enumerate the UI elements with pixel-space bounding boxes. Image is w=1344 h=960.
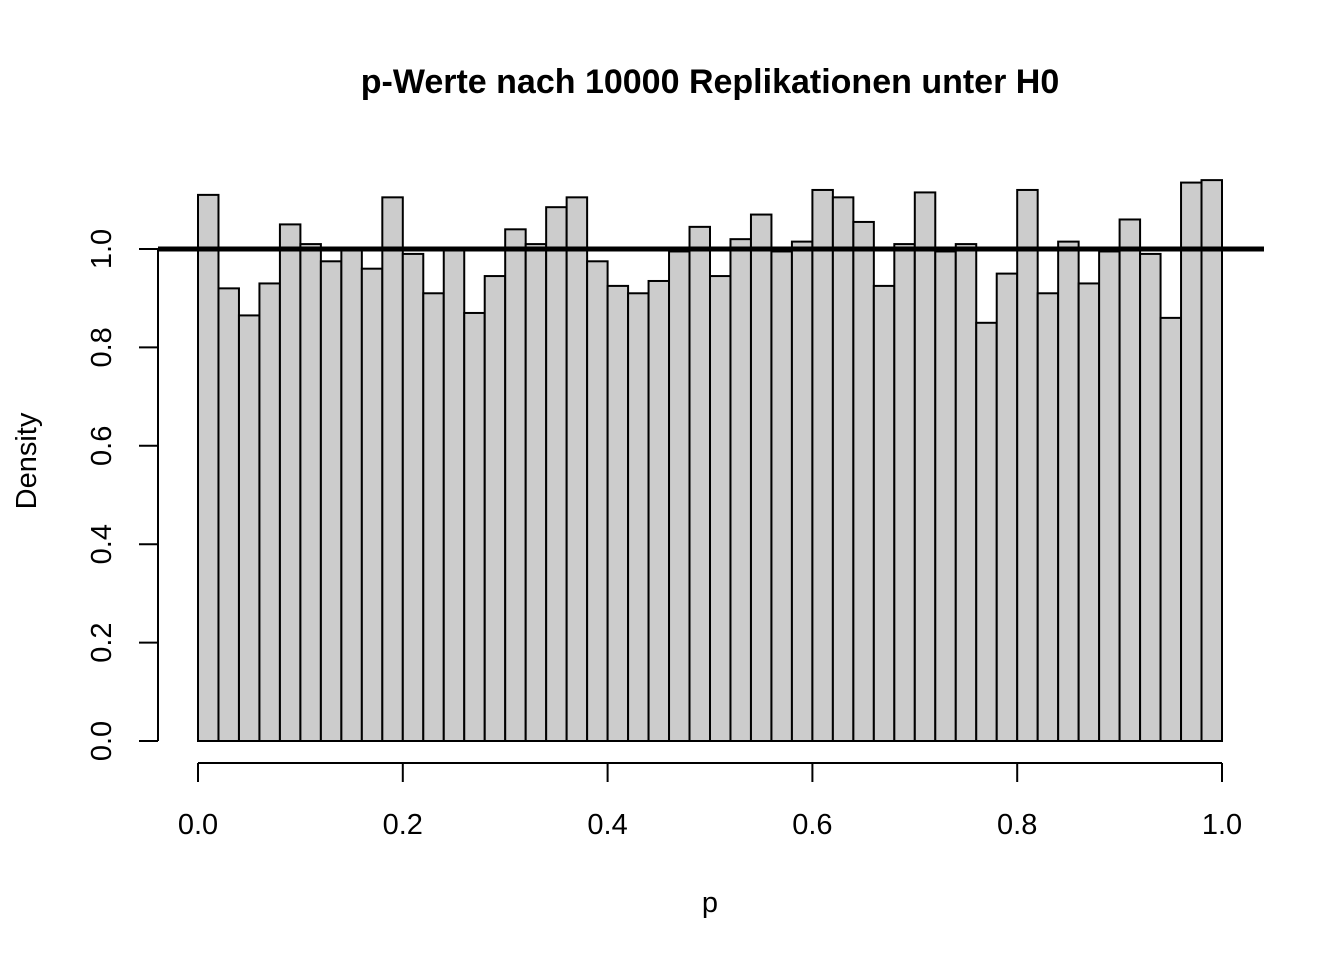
histogram-bar	[668, 250, 691, 743]
histogram-bar	[545, 206, 568, 742]
histogram-bar	[1200, 179, 1224, 742]
y-axis: 0.0 0.2 0.4 0.6 0.8 1.0	[86, 229, 159, 761]
histogram-bar	[749, 213, 773, 742]
histogram-bar	[360, 267, 384, 742]
histogram-bar	[913, 191, 937, 743]
x-tick-label: 1.0	[1202, 809, 1242, 841]
histogram-bar	[565, 196, 589, 742]
histogram-bar	[483, 275, 507, 742]
bars-group	[197, 179, 1224, 743]
histogram-bar	[831, 196, 855, 742]
y-tick-label: 0.0	[86, 721, 118, 761]
y-tick-label: 0.2	[86, 622, 118, 662]
histogram-bar	[627, 292, 650, 742]
histogram-bar	[319, 260, 343, 742]
histogram-bar	[217, 287, 240, 742]
histogram-bar	[1077, 282, 1101, 742]
histogram-bar	[995, 272, 1019, 742]
histogram-bar	[504, 228, 527, 742]
histogram-bar	[606, 284, 630, 742]
histogram-bar	[422, 292, 445, 742]
y-tick-label: 1.0	[86, 229, 118, 269]
histogram-bar	[954, 243, 978, 743]
x-axis-label: p	[702, 887, 718, 919]
y-axis-label: Density	[11, 412, 43, 509]
histogram-bar	[340, 248, 363, 742]
histogram-bar	[401, 252, 425, 742]
histogram-bar	[463, 311, 486, 742]
histogram-bar	[1118, 218, 1142, 743]
histogram-bar	[1057, 240, 1080, 742]
chart-title: p-Werte nach 10000 Replikationen unter H…	[361, 63, 1059, 101]
histogram-bar	[381, 196, 404, 742]
y-tick-label: 0.4	[86, 524, 118, 564]
histogram-bar	[1016, 188, 1039, 742]
histogram-bar	[647, 279, 671, 742]
histogram-bar	[524, 243, 548, 743]
histogram-bar	[852, 220, 875, 742]
histogram-bar	[790, 240, 814, 742]
histogram-bar	[709, 275, 732, 742]
x-tick-label: 0.4	[587, 809, 627, 841]
histogram-bar	[278, 223, 302, 742]
histogram-bar	[1180, 181, 1203, 742]
histogram-bar	[934, 250, 957, 743]
histogram-bar	[811, 188, 834, 742]
y-tick-label: 0.8	[86, 327, 118, 367]
histogram-bar	[1139, 252, 1162, 742]
histogram-bar	[197, 193, 220, 742]
histogram-bar	[1159, 316, 1183, 742]
histogram-bar	[975, 321, 998, 742]
x-tick-label: 0.6	[792, 809, 832, 841]
histogram-bar	[1036, 292, 1060, 742]
histogram-bar	[586, 260, 609, 742]
histogram-bar	[258, 282, 281, 742]
histogram-bar	[872, 284, 896, 742]
y-tick-label: 0.6	[86, 426, 118, 466]
histogram-bar	[893, 243, 916, 743]
histogram-bar	[442, 248, 466, 742]
histogram-bar	[770, 250, 793, 743]
x-tick-label: 0.2	[383, 809, 423, 841]
histogram-bar	[237, 314, 261, 742]
histogram-bar	[299, 243, 322, 743]
x-tick-label: 0.8	[997, 809, 1037, 841]
histogram-bar	[729, 238, 752, 742]
x-tick-label: 0.0	[178, 809, 218, 841]
histogram-bar	[1098, 250, 1121, 743]
histogram-bar	[688, 225, 712, 743]
x-axis: 0.0 0.2 0.4 0.6 0.8 1.0	[178, 762, 1242, 841]
